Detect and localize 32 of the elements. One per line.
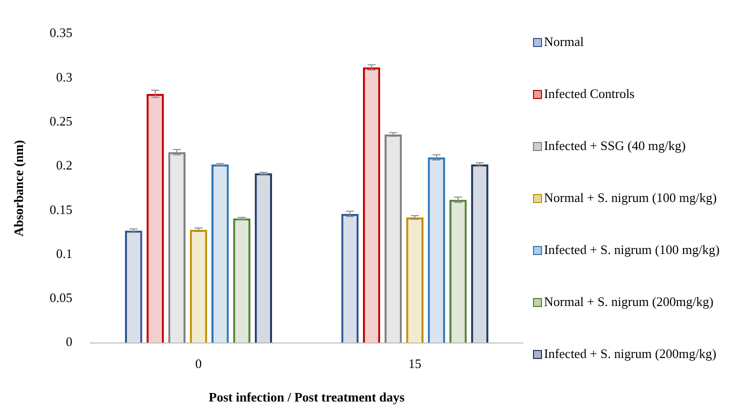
bar — [146, 94, 164, 343]
bar — [233, 218, 250, 343]
bar — [406, 217, 424, 343]
y-tick-label: 0.2 — [56, 158, 72, 173]
bar — [254, 173, 272, 343]
bar — [471, 164, 488, 343]
x-tick-label: 15 — [408, 356, 422, 372]
legend-label: Normal + S. nigrum (100 mg/kg) — [544, 190, 717, 206]
bar — [362, 67, 380, 343]
y-tick-label: 0.25 — [50, 114, 72, 129]
bar — [449, 200, 467, 343]
bar — [428, 157, 446, 343]
legend-label: Infected Controls — [544, 86, 635, 102]
y-tick-label: 0.15 — [50, 202, 72, 217]
bar — [124, 230, 142, 343]
y-axis-title: Absorbance (nm) — [11, 140, 26, 237]
legend-label: Infected + S. nigrum (100 mg/kg) — [544, 242, 720, 258]
y-tick-label: 0.35 — [50, 25, 72, 40]
y-tick-label: 0.1 — [56, 246, 72, 261]
y-tick-label: 0 — [66, 334, 72, 350]
legend-label: Normal — [544, 34, 584, 50]
legend-label: Infected + S. nigrum (200mg/kg) — [544, 346, 716, 362]
x-axis-title: Post infection / Post treatment days — [208, 390, 405, 405]
y-tick-label: 0.05 — [50, 290, 72, 306]
bar — [190, 230, 208, 343]
legend-label: Infected + SSG (40 mg/kg) — [544, 138, 686, 154]
bar — [341, 214, 359, 343]
bar — [211, 164, 229, 343]
y-tick-label: 0.3 — [56, 69, 72, 84]
bar — [384, 134, 402, 343]
legend-label: Normal + S. nigrum (200mg/kg) — [544, 294, 714, 310]
bar — [168, 152, 186, 343]
